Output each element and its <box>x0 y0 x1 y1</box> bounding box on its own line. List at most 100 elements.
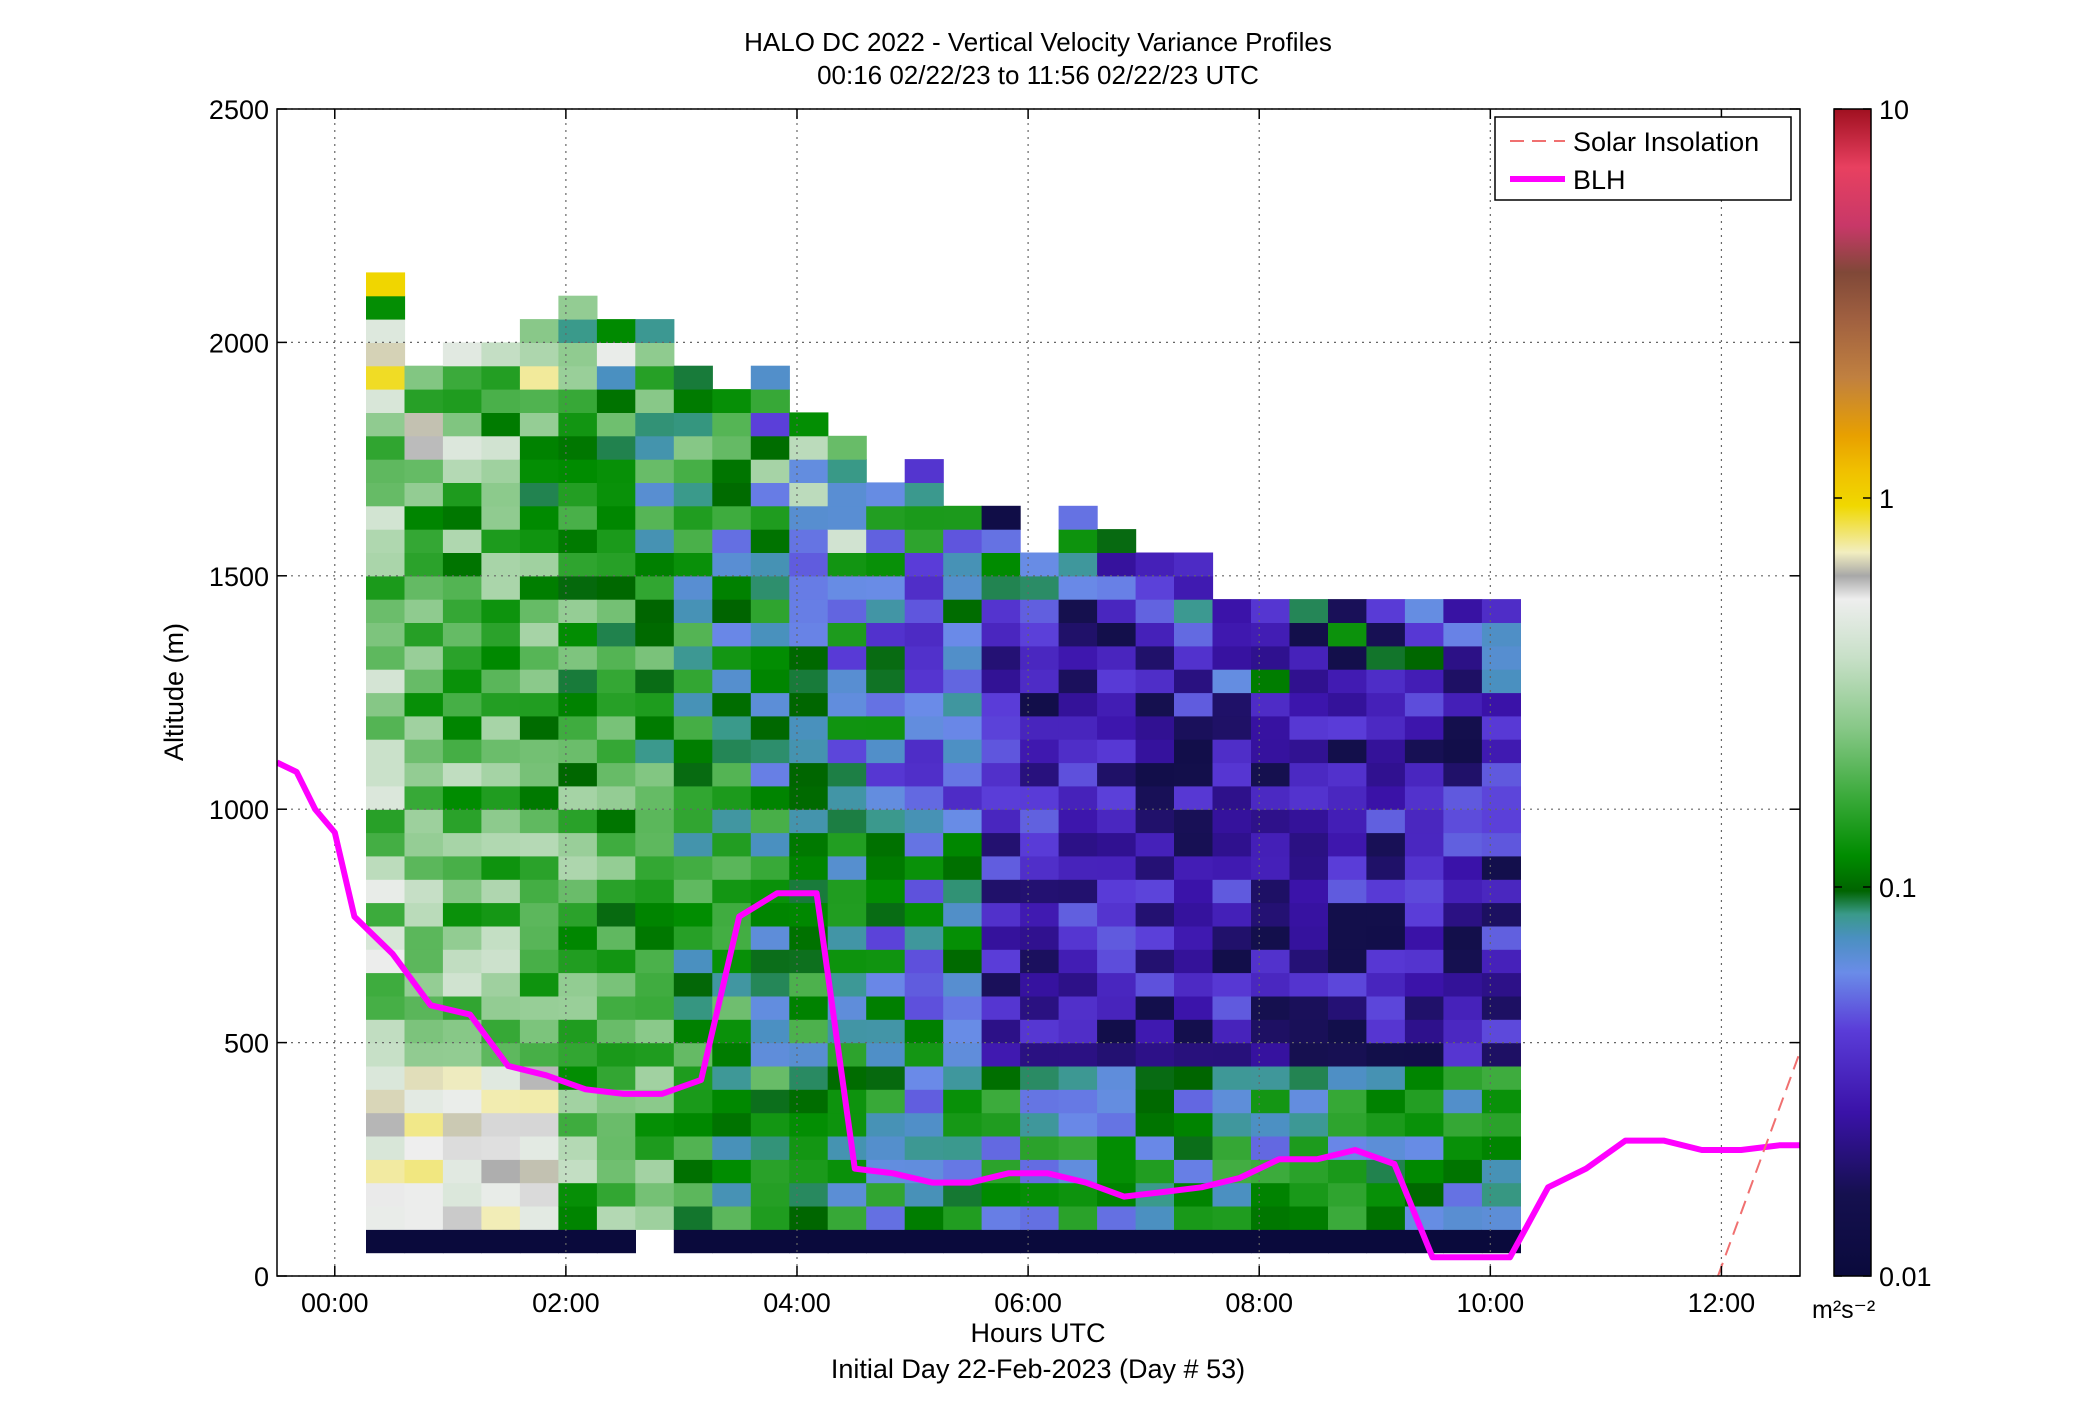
heatmap-cell <box>635 575 675 600</box>
heatmap-cell <box>750 762 790 787</box>
heatmap-cell <box>1289 925 1329 950</box>
heatmap-cell <box>519 342 559 367</box>
heatmap-cell <box>1174 1065 1214 1090</box>
heatmap-cell <box>1174 785 1214 810</box>
heatmap-cell <box>789 599 829 623</box>
heatmap-cell <box>1443 785 1483 810</box>
heatmap-cell <box>1058 949 1098 974</box>
heatmap-cell <box>750 505 790 530</box>
heatmap-cell <box>1174 599 1214 623</box>
heatmap-cell <box>1328 1065 1368 1090</box>
heatmap-cell <box>1443 645 1483 670</box>
heatmap-cell <box>1481 855 1521 880</box>
heatmap-cell <box>673 902 713 927</box>
heatmap-cell <box>1366 925 1406 950</box>
heatmap-cell <box>558 995 598 1020</box>
colorbar-units: m²s⁻² <box>1812 1296 1875 1324</box>
heatmap-cell <box>1289 949 1329 974</box>
heatmap-cell <box>1174 1042 1214 1067</box>
heatmap-cell <box>1020 1019 1060 1044</box>
heatmap-cell <box>981 972 1021 997</box>
heatmap-cell <box>404 505 444 530</box>
heatmap-cell <box>1058 552 1098 577</box>
heatmap-cell <box>442 949 482 974</box>
heatmap-cell <box>1212 925 1252 950</box>
heatmap-cell <box>1481 739 1521 764</box>
heatmap-cell <box>1289 599 1329 623</box>
heatmap-cell <box>827 1042 867 1067</box>
heatmap-cell <box>558 552 598 577</box>
heatmap-cell <box>827 435 867 460</box>
heatmap-cell <box>1328 692 1368 717</box>
heatmap-cell <box>558 692 598 717</box>
heatmap-cell <box>404 1112 444 1137</box>
heatmap-cell <box>1251 1019 1291 1044</box>
heatmap-cell <box>673 1206 713 1230</box>
heatmap-cell <box>1058 739 1098 764</box>
heatmap-cell <box>519 435 559 460</box>
heatmap-cell <box>481 1229 521 1254</box>
heatmap-cell <box>943 902 983 927</box>
heatmap-cell <box>481 949 521 974</box>
colorbar-tick-label: 10 <box>1879 95 1909 125</box>
heatmap-cell <box>789 1089 829 1114</box>
heatmap-cell <box>519 365 559 390</box>
heatmap-cell <box>981 552 1021 577</box>
heatmap-cell <box>712 599 752 623</box>
heatmap-cell <box>1174 1229 1214 1254</box>
heatmap-cell <box>481 645 521 670</box>
heatmap-cell <box>366 505 406 530</box>
heatmap-cell <box>442 552 482 577</box>
heatmap-cell <box>366 295 406 320</box>
heatmap-cell <box>442 1065 482 1090</box>
heatmap-cell <box>1443 1112 1483 1137</box>
heatmap-cell <box>519 692 559 717</box>
heatmap-cell <box>789 435 829 460</box>
heatmap-cell <box>404 552 444 577</box>
heatmap-cell <box>1058 645 1098 670</box>
heatmap-cell <box>481 809 521 834</box>
heatmap-cell <box>481 505 521 530</box>
heatmap-cell <box>1097 575 1137 600</box>
heatmap-cell <box>1404 739 1444 764</box>
heatmap-cell <box>635 389 675 413</box>
heatmap-cell <box>1212 1229 1252 1254</box>
heatmap-cell <box>404 389 444 413</box>
heatmap-cell <box>1097 1229 1137 1254</box>
heatmap-cell <box>827 529 867 553</box>
heatmap-cell <box>1251 995 1291 1020</box>
heatmap-cell <box>1097 645 1137 670</box>
heatmap-cell <box>1366 1229 1406 1254</box>
heatmap-cell <box>1058 1206 1098 1230</box>
heatmap-cell <box>943 1206 983 1230</box>
heatmap-cell <box>1020 925 1060 950</box>
heatmap-cell <box>789 692 829 717</box>
heatmap-cell <box>404 879 444 904</box>
heatmap-cell <box>1097 552 1137 577</box>
heatmap-cell <box>1289 1229 1329 1254</box>
heatmap-cell <box>1097 762 1137 787</box>
heatmap-cell <box>750 809 790 834</box>
heatmap-cell <box>1289 622 1329 647</box>
heatmap-cell <box>1481 949 1521 974</box>
heatmap-cell <box>635 809 675 834</box>
x-tick-label: 02:00 <box>532 1288 600 1318</box>
heatmap-cell <box>1212 1042 1252 1067</box>
heatmap-cell <box>1135 972 1175 997</box>
heatmap-cell <box>1289 1019 1329 1044</box>
heatmap-cell <box>635 879 675 904</box>
heatmap-cell <box>366 412 406 437</box>
heatmap-cell <box>1366 855 1406 880</box>
heatmap-cell <box>904 902 944 927</box>
heatmap-cell <box>866 645 906 670</box>
heatmap-cell <box>404 622 444 647</box>
heatmap-cell <box>1020 762 1060 787</box>
heatmap-cell <box>904 925 944 950</box>
heatmap-cell <box>1212 832 1252 857</box>
heatmap-cell <box>442 529 482 553</box>
heatmap-cell <box>943 1019 983 1044</box>
heatmap-cell <box>1212 785 1252 810</box>
heatmap-cell <box>519 645 559 670</box>
heatmap-cell <box>1058 1089 1098 1114</box>
heatmap-cell <box>1366 1065 1406 1090</box>
